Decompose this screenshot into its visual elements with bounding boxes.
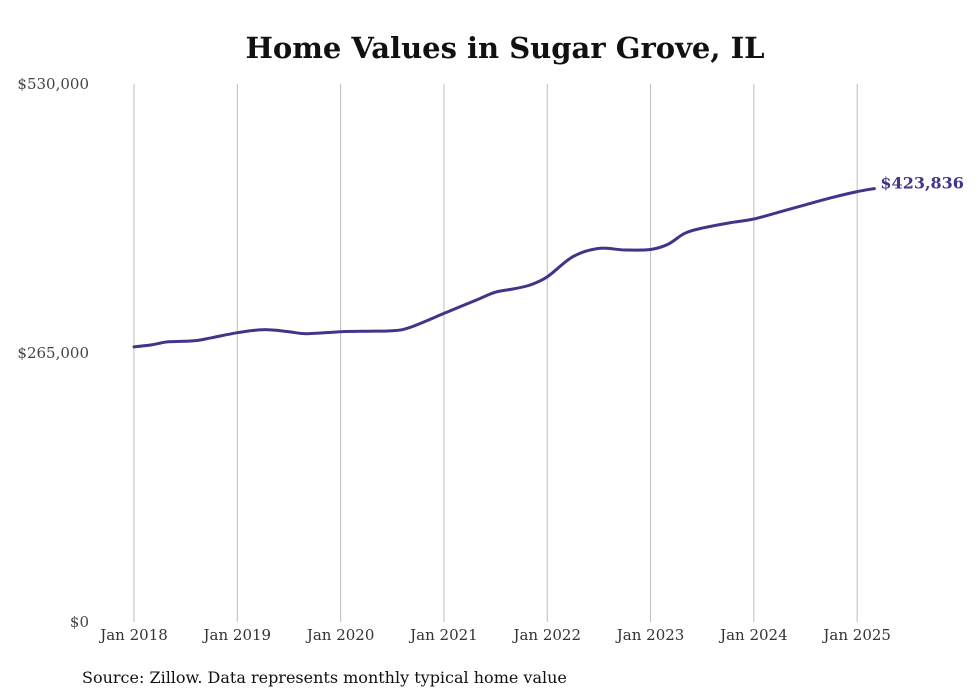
x-tick-label: Jan 2018 xyxy=(98,626,168,644)
y-tick-label: $530,000 xyxy=(17,75,89,93)
x-tick-label: Jan 2022 xyxy=(511,626,581,644)
home-value-line xyxy=(132,187,876,349)
gridlines xyxy=(133,84,858,622)
latest-value-label: $423,836 xyxy=(880,174,964,193)
x-tick-label: Jan 2023 xyxy=(615,626,685,644)
x-axis-ticks: Jan 2018 Jan 2019 Jan 2020 Jan 2021 Jan 2022… xyxy=(98,626,891,644)
x-tick-label: Jan 2020 xyxy=(305,626,375,644)
y-axis-ticks: $0 $265,000 $530,000 xyxy=(17,75,89,631)
x-tick-label: Jan 2025 xyxy=(821,626,891,644)
x-tick-label: Jan 2021 xyxy=(408,626,478,644)
x-tick-label: Jan 2019 xyxy=(202,626,272,644)
x-tick-label: Jan 2024 xyxy=(718,626,788,644)
y-tick-label: $265,000 xyxy=(17,344,89,362)
y-tick-label: $0 xyxy=(70,613,89,631)
source-note: Source: Zillow. Data represents monthly … xyxy=(82,668,567,687)
chart-title: Home Values in Sugar Grove, IL xyxy=(245,31,764,65)
